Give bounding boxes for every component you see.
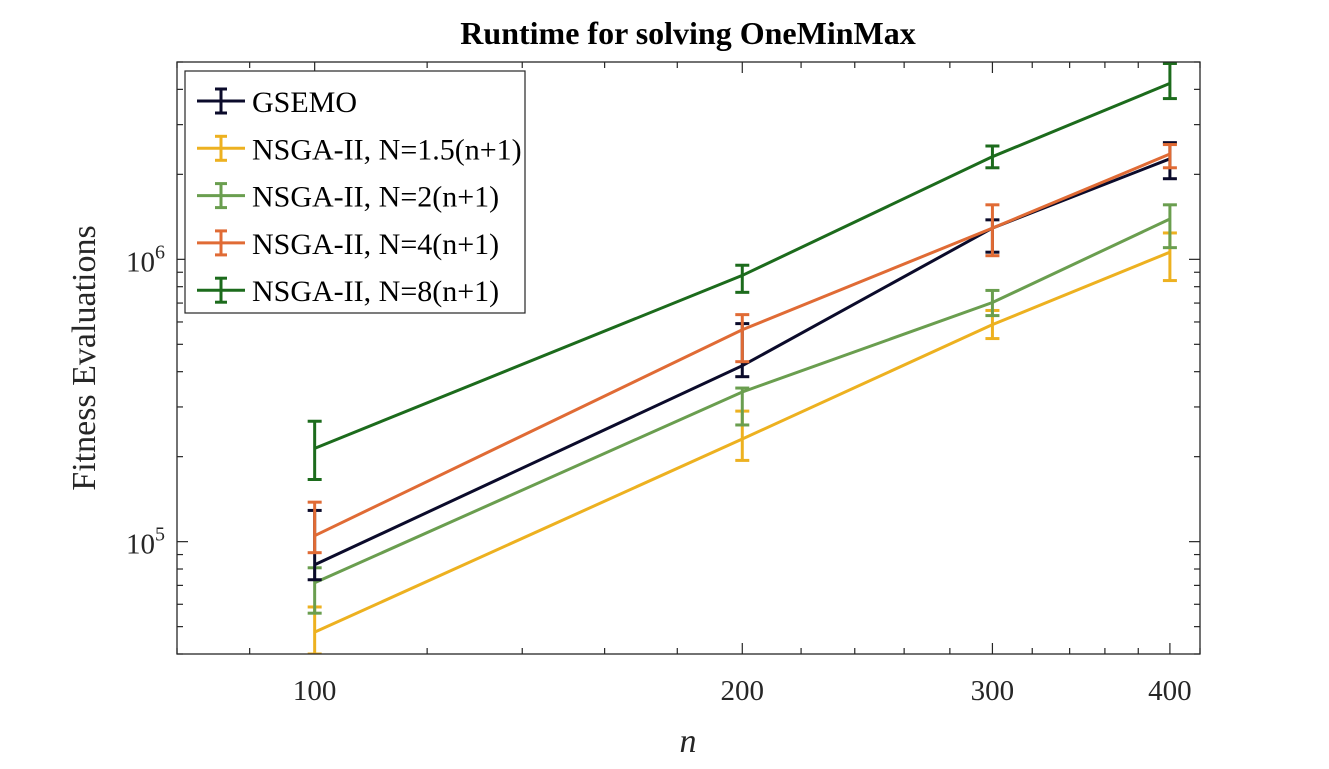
y-tick-label: 106 [126, 241, 165, 278]
legend-label: GSEMO [252, 86, 357, 119]
plot-box [176, 61, 1201, 655]
legend-label: NSGA-II, N=4(n+1) [252, 228, 499, 261]
series-nsga-ii-n-4-n-1- [307, 143, 1177, 555]
x-tick-label: 200 [721, 675, 765, 707]
legend-label: NSGA-II, N=8(n+1) [252, 275, 499, 308]
x-tick-label: 300 [971, 675, 1015, 707]
y-tick-label: 105 [126, 524, 165, 561]
x-tick-label: 400 [1148, 675, 1192, 707]
x-tick-labels: 100 200 300 400 [293, 675, 1192, 707]
series-line [314, 250, 1171, 634]
series-line [314, 157, 1171, 567]
y-axis-label: Fitness Evaluations [66, 225, 103, 490]
legend-box [184, 70, 526, 314]
chart-title: Runtime for solving OneMinMax [460, 15, 915, 51]
series-nsga-ii-n-8-n-1- [307, 62, 1177, 482]
series-group [307, 62, 1177, 654]
series-line [314, 81, 1171, 450]
legend-label: NSGA-II, N=1.5(n+1) [252, 133, 522, 166]
series-line [314, 152, 1171, 538]
x-axis-label: n [680, 723, 697, 760]
series-line [314, 217, 1171, 585]
legend: GSEMO NSGA-II, N=1.5(n+1) NSGA-II, N=2(n+1… [184, 70, 526, 314]
axis-ticks [176, 61, 1201, 655]
legend-label: NSGA-II, N=2(n+1) [252, 181, 499, 214]
x-tick-label: 100 [293, 675, 337, 707]
y-tick-labels: 105 106 [126, 241, 165, 560]
